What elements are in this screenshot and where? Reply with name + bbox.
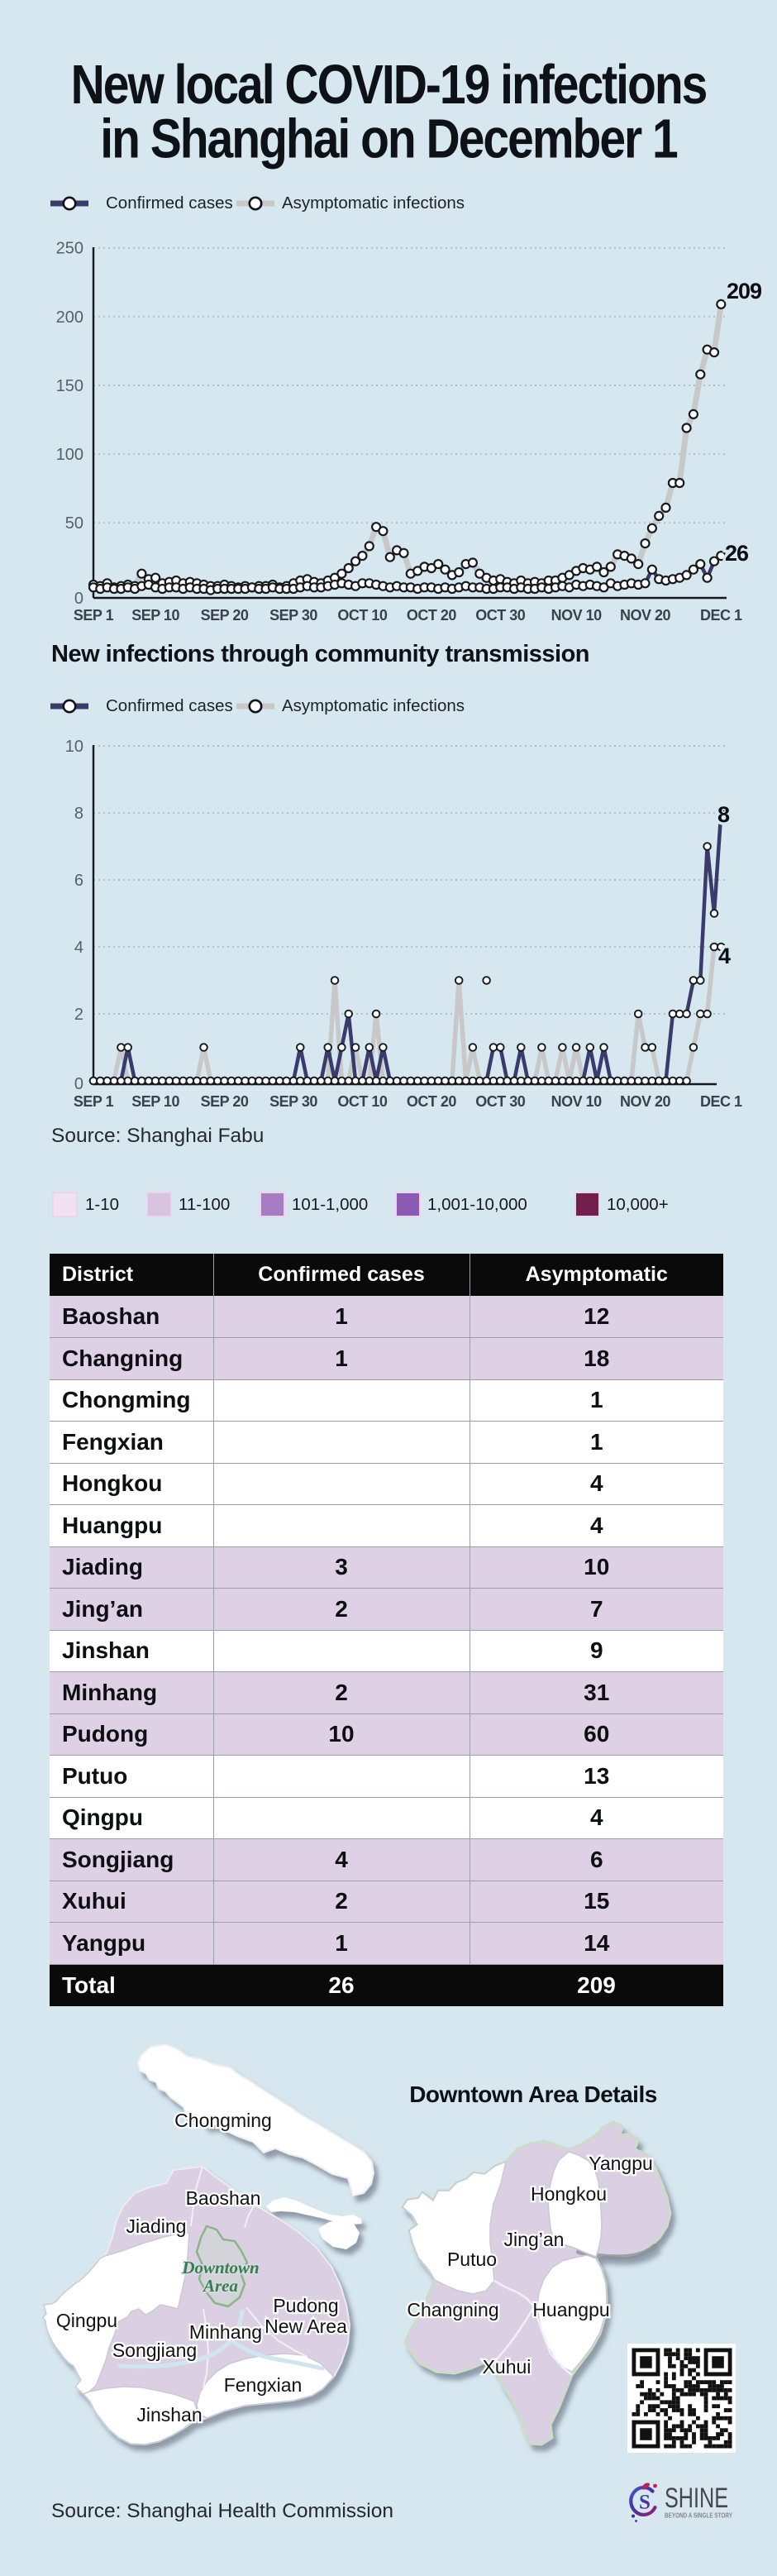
svg-text:SEP 30: SEP 30 <box>269 607 317 624</box>
svg-text:0: 0 <box>74 590 83 608</box>
svg-text:209: 209 <box>727 279 762 303</box>
svg-text:NOV 10: NOV 10 <box>551 1093 603 1110</box>
svg-text:Putuo: Putuo <box>447 2249 497 2270</box>
svg-text:Yangpu: Yangpu <box>589 2153 653 2174</box>
svg-text:Xuhui: Xuhui <box>483 2356 532 2378</box>
svg-text:Jing’an: Jing’an <box>504 2229 565 2250</box>
svg-text:OCT 30: OCT 30 <box>475 1093 526 1110</box>
svg-text:2: 2 <box>74 1006 83 1024</box>
svg-text:OCT 10: OCT 10 <box>337 1093 388 1110</box>
svg-text:OCT 30: OCT 30 <box>475 607 526 624</box>
svg-text:New Area: New Area <box>265 2316 347 2337</box>
svg-text:SEP 10: SEP 10 <box>131 607 179 624</box>
svg-text:Minhang: Minhang <box>189 2321 262 2343</box>
svg-text:50: 50 <box>65 514 83 533</box>
svg-text:100: 100 <box>56 446 83 464</box>
svg-text:200: 200 <box>56 308 83 327</box>
svg-text:Baoshan: Baoshan <box>186 2187 261 2209</box>
svg-text:4: 4 <box>74 939 83 957</box>
svg-text:DEC 1: DEC 1 <box>700 1093 742 1110</box>
svg-text:SEP 20: SEP 20 <box>201 607 249 624</box>
svg-text:NOV 10: NOV 10 <box>551 607 603 624</box>
svg-text:Huangpu: Huangpu <box>532 2299 609 2320</box>
svg-text:OCT 10: OCT 10 <box>337 607 388 624</box>
svg-text:SEP 1: SEP 1 <box>74 1093 114 1110</box>
svg-text:Fengxian: Fengxian <box>224 2374 303 2396</box>
svg-text:8: 8 <box>74 805 83 823</box>
svg-text:250: 250 <box>56 240 83 258</box>
svg-text:Jinshan: Jinshan <box>136 2404 202 2425</box>
svg-text:Pudong: Pudong <box>273 2295 338 2316</box>
svg-text:OCT 20: OCT 20 <box>407 607 457 624</box>
svg-text:BEYOND A SINGLE STORY: BEYOND A SINGLE STORY <box>665 2511 732 2520</box>
svg-text:8: 8 <box>717 802 730 827</box>
svg-text:Chongming: Chongming <box>174 2110 272 2131</box>
svg-text:DEC 1: DEC 1 <box>700 607 742 624</box>
svg-text:S: S <box>639 2492 651 2514</box>
svg-text:Hongkou: Hongkou <box>531 2183 607 2205</box>
svg-text:150: 150 <box>56 377 83 395</box>
svg-text:NOV 20: NOV 20 <box>620 1093 671 1110</box>
svg-text:SEP 1: SEP 1 <box>74 607 114 624</box>
svg-text:Downtown: Downtown <box>181 2258 259 2277</box>
svg-text:26: 26 <box>725 541 749 566</box>
svg-text:4: 4 <box>718 944 731 968</box>
svg-text:SEP 30: SEP 30 <box>269 1093 317 1110</box>
svg-text:Jiading: Jiading <box>126 2215 187 2237</box>
svg-text:Area: Area <box>202 2276 238 2296</box>
svg-text:6: 6 <box>74 872 83 890</box>
svg-text:NOV 20: NOV 20 <box>620 607 671 624</box>
svg-text:SHINE: SHINE <box>665 2483 728 2514</box>
svg-text:OCT 20: OCT 20 <box>407 1093 457 1110</box>
svg-text:Qingpu: Qingpu <box>56 2310 117 2331</box>
svg-text:SEP 10: SEP 10 <box>131 1093 179 1110</box>
svg-text:Songjiang: Songjiang <box>112 2339 197 2361</box>
svg-text:0: 0 <box>74 1075 83 1093</box>
svg-text:Downtown Area Details: Downtown Area Details <box>409 2081 657 2107</box>
svg-text:10: 10 <box>65 738 83 756</box>
svg-text:SEP 20: SEP 20 <box>201 1093 249 1110</box>
svg-text:Changning: Changning <box>407 2299 498 2320</box>
